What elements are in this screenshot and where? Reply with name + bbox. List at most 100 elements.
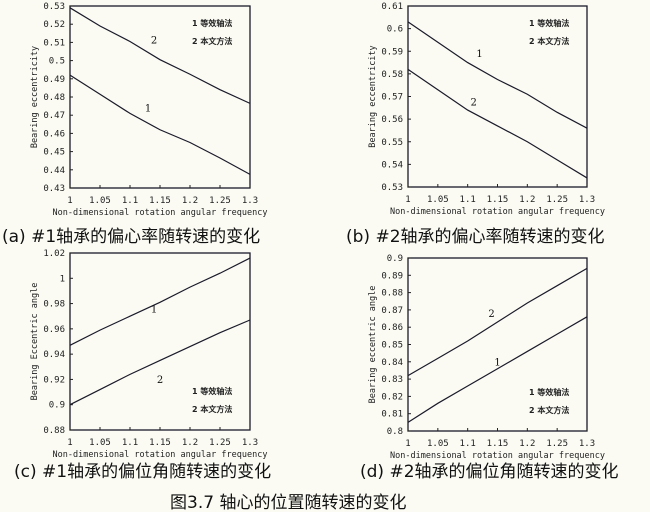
figure-caption: 图3.7 轴心的位置随转速的变化 (170, 493, 407, 512)
x-tick-label: 1.3 (242, 438, 258, 448)
legend-entry: 1 等效轴法 (192, 18, 232, 28)
chart-d: 1 1.05 1.1 1.15 1.2 1.25 1.3 0.8 0.81 0.82 0.83 0.8… (368, 254, 605, 461)
x-tick-label: 1 (405, 195, 410, 205)
x-tick-label: 1.25 (209, 196, 231, 206)
y-axis-label: Bearing eccentricity (30, 46, 40, 148)
y-tick-label: 0.44 (43, 166, 65, 176)
y-tick-label: 0.46 (43, 129, 65, 139)
x-tick-label: 1.15 (149, 438, 171, 448)
x-tick-label: 1.1 (122, 196, 138, 206)
y-tick-label: 0.88 (381, 289, 403, 299)
caption-c: (c) #1轴承的偏位角随转速的变化 (14, 462, 272, 482)
legend-entry: 1 等效轴法 (529, 387, 569, 397)
y-axis-label: Bearing eccentricity (368, 45, 378, 147)
y-tick-label: 0.45 (43, 148, 65, 158)
x-axis-label: Non-dimensional rotation angular frequen… (390, 207, 605, 217)
y-tick-label: 0.81 (381, 410, 403, 420)
y-tick-label: 0.47 (43, 111, 65, 121)
x-tick-label: 1.15 (487, 439, 509, 449)
x-tick-label: 1.25 (209, 438, 231, 448)
series-label-2: 2 (157, 375, 163, 386)
x-tick-label: 1.25 (546, 195, 568, 205)
series-label-2: 2 (488, 309, 494, 320)
x-tick-label: 1.15 (487, 195, 509, 205)
y-tick-label: 0.98 (43, 300, 65, 310)
x-tick-label: 1.1 (460, 195, 476, 205)
x-tick-label: 1.1 (460, 439, 476, 449)
plot-frame (69, 5, 251, 189)
series-line-2 (407, 267, 588, 377)
x-axis-label: Non-dimensional rotation angular frequen… (53, 450, 268, 460)
y-tick-label: 0.92 (43, 375, 65, 385)
y-tick-label: 0.53 (381, 183, 403, 193)
y-tick-label: 0.57 (381, 93, 403, 103)
y-tick-label: 0.96 (43, 325, 65, 335)
series-label-2: 2 (151, 35, 157, 46)
y-tick-label: 0.8 (387, 427, 403, 437)
chart-b: 1 1.05 1.1 1.15 1.2 1.25 1.3 0.53 0.54 0.55 0.56 0.… (368, 2, 605, 217)
y-tick-label: 0.83 (381, 375, 403, 385)
series-label-2: 2 (470, 98, 476, 109)
y-tick-label: 0.61 (381, 2, 403, 12)
y-tick-label: 0.9 (49, 401, 65, 411)
x-tick-label: 1.2 (182, 196, 198, 206)
x-tick-label: 1.3 (242, 196, 258, 206)
x-tick-label: 1.15 (149, 196, 171, 206)
y-tick-label: 0.85 (381, 341, 403, 351)
y-tick-label: 0.5 (49, 57, 65, 67)
x-tick-label: 1.2 (519, 195, 535, 205)
y-tick-label: 0.56 (381, 115, 403, 125)
x-axis-label: Non-dimensional rotation angular frequen… (53, 208, 268, 218)
x-tick-label: 1.25 (546, 439, 568, 449)
y-tick-label: 0.9 (387, 254, 403, 264)
x-tick-label: 1 (405, 439, 410, 449)
x-tick-label: 1.3 (579, 195, 595, 205)
x-tick-label: 1.05 (427, 439, 449, 449)
y-tick-label: 0.43 (43, 184, 65, 194)
y-tick-label: 0.49 (43, 75, 65, 85)
legend-entry: 2 本文方法 (529, 36, 569, 46)
y-tick-label: 0.51 (43, 38, 65, 48)
y-tick-label: 0.55 (381, 138, 403, 148)
x-tick-label: 1 (67, 196, 72, 206)
series-label-1: 1 (494, 357, 500, 368)
x-axis-label: Non-dimensional rotation angular frequen… (390, 451, 605, 461)
legend-entry: 2 本文方法 (192, 404, 232, 414)
caption-a: (a) #1轴承的偏心率随转速的变化 (2, 227, 261, 247)
y-tick-label: 0.94 (43, 350, 65, 360)
x-tick-label: 1.2 (182, 438, 198, 448)
series-label-1: 1 (151, 304, 157, 315)
series-line-1 (407, 21, 588, 129)
chart-c: 1 1.05 1.1 1.15 1.2 1.25 1.3 0.88 0.9 0.92 0.94 0.9… (30, 249, 267, 460)
y-tick-label: 0.53 (43, 2, 65, 12)
y-tick-label: 0.84 (381, 358, 403, 368)
y-axis-label: Bearing eccentric angle (368, 286, 378, 404)
series-label-1: 1 (476, 49, 482, 60)
y-tick-label: 0.82 (381, 392, 403, 402)
y-tick-label: 0.88 (43, 426, 65, 436)
series-line-2 (69, 7, 251, 104)
caption-d: (d) #2轴承的偏位角随转速的变化 (360, 462, 619, 482)
y-tick-label: 0.87 (381, 306, 403, 316)
x-tick-label: 1.1 (122, 438, 138, 448)
x-tick-label: 1.2 (519, 439, 535, 449)
series-line-1 (69, 257, 251, 346)
series-label-1: 1 (145, 104, 151, 115)
y-axis-label: Bearing Eccentric angle (30, 283, 40, 401)
y-tick-label: 0.52 (43, 20, 65, 30)
y-tick-label: 0.86 (381, 323, 403, 333)
series-line-2 (407, 68, 588, 179)
legend-entry: 1 等效轴法 (192, 386, 232, 396)
y-tick-label: 0.6 (387, 25, 403, 35)
x-tick-label: 1.05 (427, 195, 449, 205)
series-line-2 (69, 319, 251, 406)
series-line-1 (69, 74, 251, 175)
plot-frame (69, 252, 251, 431)
series-line-1 (407, 316, 588, 423)
x-tick-label: 1.05 (89, 438, 111, 448)
legend-entry: 2 本文方法 (529, 405, 569, 415)
y-tick-label: 1.02 (43, 249, 65, 259)
y-tick-label: 0.59 (381, 47, 403, 57)
y-tick-label: 1 (60, 274, 65, 284)
